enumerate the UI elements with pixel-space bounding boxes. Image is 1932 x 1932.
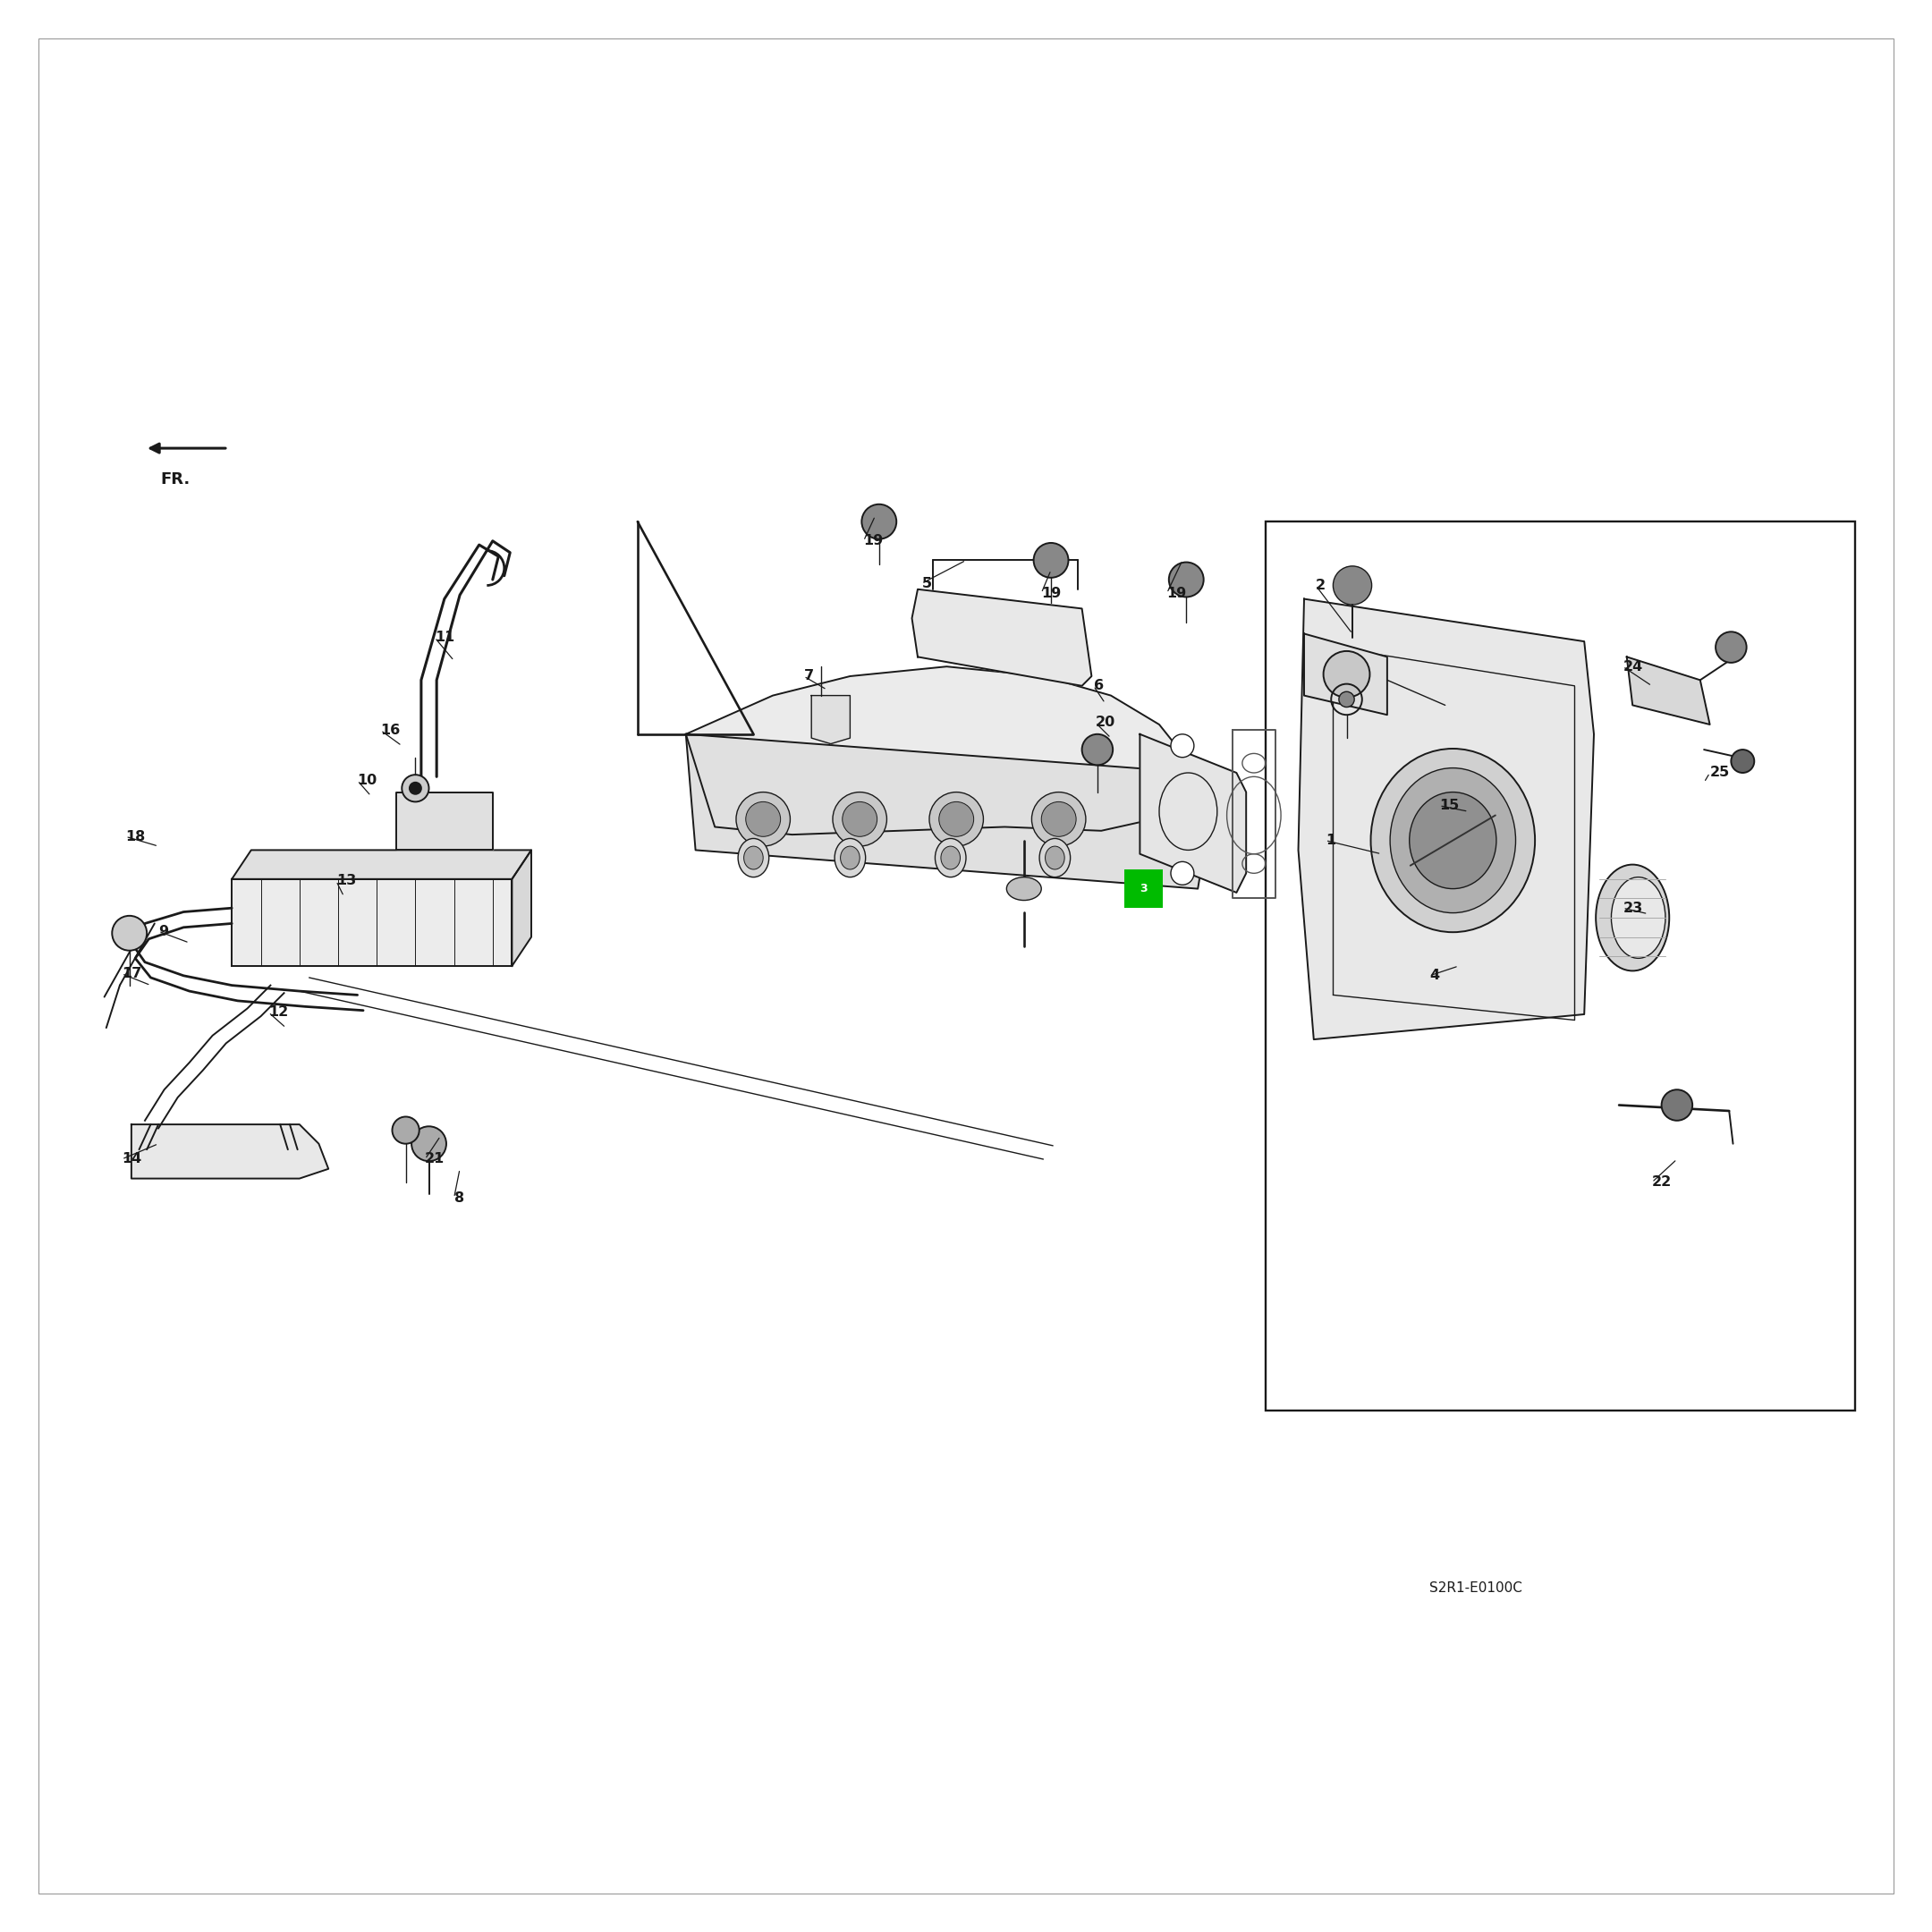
Text: 25: 25 [1710, 767, 1729, 779]
Text: 21: 21 [425, 1153, 444, 1165]
Text: 19: 19 [1041, 587, 1061, 599]
Text: 24: 24 [1623, 661, 1642, 672]
Ellipse shape [1032, 792, 1086, 846]
Text: 16: 16 [381, 724, 400, 736]
Text: 19: 19 [1167, 587, 1186, 599]
Circle shape [392, 1117, 419, 1144]
Bar [1265, 522, 1855, 1410]
Text: 19: 19 [864, 535, 883, 547]
Ellipse shape [835, 838, 866, 877]
Text: S2R1-E0100C: S2R1-E0100C [1430, 1582, 1522, 1594]
Ellipse shape [736, 792, 790, 846]
Ellipse shape [1171, 862, 1194, 885]
Text: 8: 8 [454, 1192, 464, 1204]
Ellipse shape [939, 802, 974, 837]
Circle shape [112, 916, 147, 951]
Text: 11: 11 [435, 632, 454, 643]
Circle shape [1333, 566, 1372, 605]
Ellipse shape [929, 792, 983, 846]
Polygon shape [232, 879, 512, 966]
Ellipse shape [744, 846, 763, 869]
Ellipse shape [840, 846, 860, 869]
Polygon shape [686, 667, 1198, 835]
Ellipse shape [842, 802, 877, 837]
Text: 1: 1 [1325, 835, 1335, 846]
Text: FR.: FR. [160, 471, 189, 487]
Text: 2: 2 [1316, 580, 1325, 591]
Ellipse shape [1039, 838, 1070, 877]
Text: 15: 15 [1439, 800, 1459, 811]
Text: 10: 10 [357, 775, 377, 786]
Ellipse shape [1171, 734, 1194, 757]
Ellipse shape [1391, 769, 1517, 914]
Circle shape [862, 504, 896, 539]
Ellipse shape [1611, 877, 1665, 958]
Polygon shape [686, 734, 1208, 889]
Text: 3: 3 [1140, 883, 1148, 895]
Text: 20: 20 [1095, 717, 1115, 728]
Polygon shape [1627, 657, 1710, 724]
Polygon shape [1304, 634, 1387, 715]
Circle shape [1082, 734, 1113, 765]
Text: 6: 6 [1094, 680, 1103, 692]
Ellipse shape [1410, 792, 1495, 889]
Polygon shape [512, 850, 531, 966]
Ellipse shape [1041, 802, 1076, 837]
Ellipse shape [738, 838, 769, 877]
Polygon shape [1140, 734, 1246, 893]
Text: 7: 7 [804, 670, 813, 682]
Text: 4: 4 [1430, 970, 1439, 981]
Circle shape [1731, 750, 1754, 773]
Ellipse shape [746, 802, 781, 837]
Circle shape [1323, 651, 1370, 697]
Text: 18: 18 [126, 831, 145, 842]
Ellipse shape [1372, 750, 1534, 933]
Circle shape [410, 782, 421, 794]
Polygon shape [811, 696, 850, 744]
Text: 23: 23 [1623, 902, 1642, 914]
Ellipse shape [1045, 846, 1065, 869]
Text: 14: 14 [122, 1153, 141, 1165]
Ellipse shape [1596, 864, 1669, 970]
Polygon shape [912, 589, 1092, 686]
Polygon shape [131, 1124, 328, 1179]
Circle shape [1034, 543, 1068, 578]
Circle shape [1339, 692, 1354, 707]
Ellipse shape [833, 792, 887, 846]
Circle shape [1716, 632, 1747, 663]
Text: 12: 12 [269, 1007, 288, 1018]
Ellipse shape [1007, 877, 1041, 900]
Circle shape [402, 775, 429, 802]
Text: 17: 17 [122, 968, 141, 980]
Text: 5: 5 [922, 578, 931, 589]
Ellipse shape [935, 838, 966, 877]
Text: 9: 9 [158, 925, 168, 937]
Text: 22: 22 [1652, 1177, 1671, 1188]
Bar [1124, 869, 1163, 908]
Circle shape [412, 1126, 446, 1161]
Circle shape [1169, 562, 1204, 597]
Ellipse shape [941, 846, 960, 869]
Circle shape [1662, 1090, 1692, 1121]
Polygon shape [1298, 599, 1594, 1039]
Polygon shape [396, 792, 493, 850]
Polygon shape [232, 850, 531, 879]
Text: 13: 13 [336, 875, 355, 887]
